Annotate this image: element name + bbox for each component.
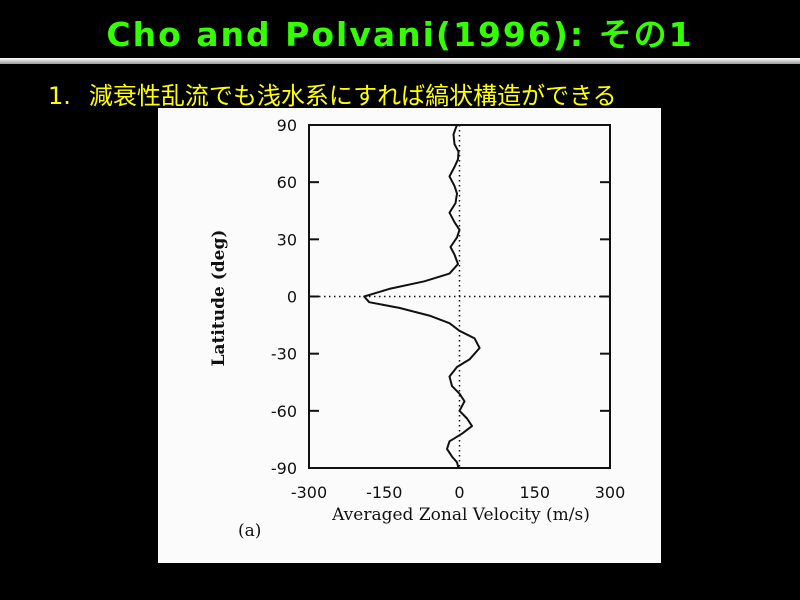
y-tick-label: 60 (277, 173, 297, 192)
figure-panel: 90 60 30 0 -30 -60 -90 -300 -150 0 150 300 Latitude… (158, 108, 661, 563)
axis-ticks (309, 124, 610, 469)
x-tick-label: 150 (519, 483, 550, 502)
bullet-point: 1. 減衰性乱流でも浅水系にすれば縞状構造ができる (48, 76, 617, 111)
panel-label: (a) (238, 521, 261, 541)
bullet-text: 減衰性乱流でも浅水系にすれば縞状構造ができる (88, 82, 617, 110)
x-tick-label: 300 (595, 483, 626, 502)
y-tick-label: -60 (271, 402, 297, 421)
y-tick-label: -30 (271, 345, 297, 364)
slide-title: Cho and Polvani(1996): その1 (106, 15, 694, 54)
y-tick-label: 90 (277, 116, 297, 135)
y-tick-label: -90 (271, 459, 297, 478)
x-tick-label: -150 (366, 483, 402, 502)
x-axis-label: Averaged Zonal Velocity (m/s) (331, 505, 590, 525)
title-divider (0, 58, 800, 64)
bullet-number: 1. (48, 82, 71, 110)
y-tick-label: 30 (277, 230, 297, 249)
x-tick-label: -300 (291, 483, 327, 502)
x-tick-label: 0 (454, 483, 464, 502)
y-tick-label: 0 (287, 288, 297, 307)
y-axis-label: Latitude (deg) (209, 230, 229, 367)
zonal-velocity-profile-line (363, 124, 481, 469)
